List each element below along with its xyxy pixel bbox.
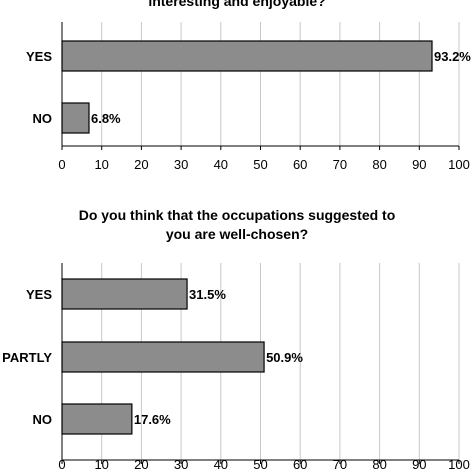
category-label: PARTLY — [2, 350, 52, 365]
x-tick-label: 30 — [174, 457, 188, 472]
value-label: 17.6% — [134, 412, 171, 427]
bar — [61, 102, 90, 134]
x-tick-label: 50 — [253, 157, 267, 172]
chart1-title: interesting and enjoyable? — [148, 0, 326, 9]
value-label: 50.9% — [266, 350, 303, 365]
category-label: NO — [33, 412, 53, 427]
x-tick-label: 20 — [134, 157, 148, 172]
chart-1: 0 10 20 30 40 50 60 70 80 90 100 YES 93.2% NO 6.8% — [26, 22, 471, 172]
x-tick-label: 90 — [412, 157, 426, 172]
value-label: 31.5% — [189, 287, 226, 302]
x-tick-label: 80 — [372, 157, 386, 172]
x-tick-label: 70 — [333, 457, 347, 472]
category-label: YES — [26, 49, 52, 64]
bar — [61, 403, 133, 435]
x-tick-label: 40 — [214, 157, 228, 172]
x-tick-label: 30 — [174, 157, 188, 172]
chart2-title-line2: you are well-chosen? — [165, 226, 309, 242]
bar — [61, 40, 433, 72]
x-tick-label: 100 — [448, 157, 470, 172]
x-tick-label: 50 — [253, 457, 267, 472]
x-tick-label: 0 — [58, 157, 65, 172]
x-tick-label: 100 — [448, 457, 470, 472]
value-label: 6.8% — [91, 111, 121, 126]
bar — [61, 278, 188, 310]
bar — [61, 341, 265, 373]
x-tick-label: 80 — [372, 457, 386, 472]
category-label: YES — [26, 287, 52, 302]
category-label: NO — [33, 111, 53, 126]
x-tick-label: 90 — [412, 457, 426, 472]
x-tick-label: 10 — [94, 457, 108, 472]
x-tick-label: 70 — [333, 157, 347, 172]
x-tick-label: 40 — [214, 457, 228, 472]
chart2-title-line1: Do you think that the occupations sugges… — [78, 207, 396, 223]
chart-2: 0 10 20 30 40 50 60 70 80 90 100 YES 31.5% PARTLY 50.9… — [2, 263, 470, 472]
x-tick-label: 60 — [293, 157, 307, 172]
x-tick-label: 0 — [58, 457, 65, 472]
x-tick-label: 60 — [293, 457, 307, 472]
value-label: 93.2% — [434, 49, 471, 64]
x-tick-label: 20 — [134, 457, 148, 472]
x-tick-label: 10 — [94, 157, 108, 172]
